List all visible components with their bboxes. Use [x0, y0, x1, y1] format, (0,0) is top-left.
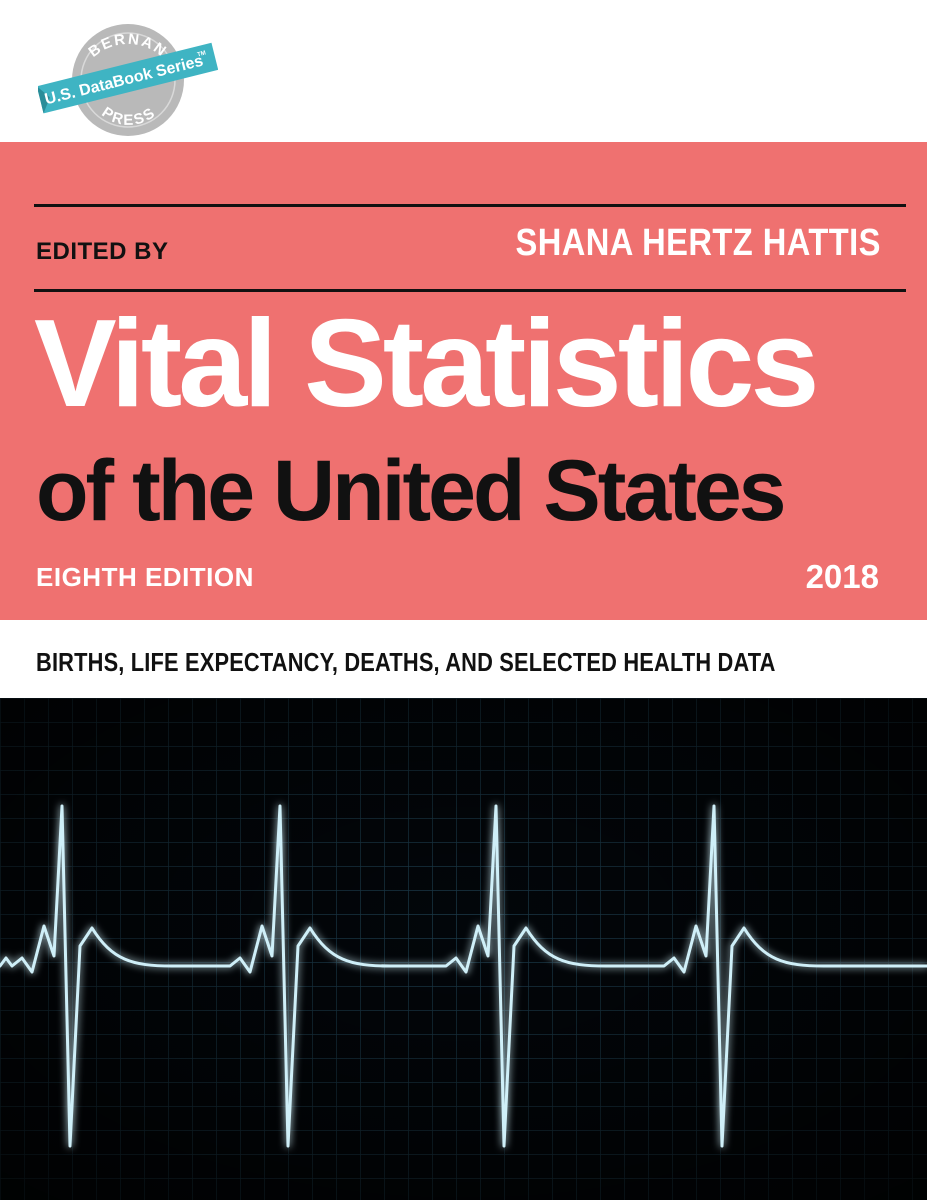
- ecg-monitor-image: [0, 698, 927, 1200]
- edition-label: EIGHTH EDITION: [36, 562, 254, 592]
- bernan-press-seal-icon: BERNAN PRESS U.S. DataBook Series TM: [38, 24, 218, 136]
- publisher-logo: BERNAN PRESS U.S. DataBook Series TM: [38, 14, 218, 144]
- title-band: [0, 142, 927, 620]
- book-title-line-2: of the United States: [36, 443, 787, 539]
- edited-by-label: EDITED BY: [36, 238, 169, 265]
- logo-trademark: TM: [197, 50, 207, 58]
- ecg-trace: [0, 804, 927, 1148]
- edition-year: 2018: [805, 558, 879, 595]
- ecg-heartbeat-icon: [0, 698, 927, 1200]
- editor-name: SHANA HERTZ HATTIS: [515, 222, 881, 264]
- book-title-line-1: Vital Statistics: [34, 295, 819, 433]
- book-subtitle: BIRTHS, LIFE EXPECTANCY, DEATHS, AND SEL…: [36, 647, 776, 677]
- top-divider: [34, 204, 906, 207]
- middle-divider: [34, 289, 906, 292]
